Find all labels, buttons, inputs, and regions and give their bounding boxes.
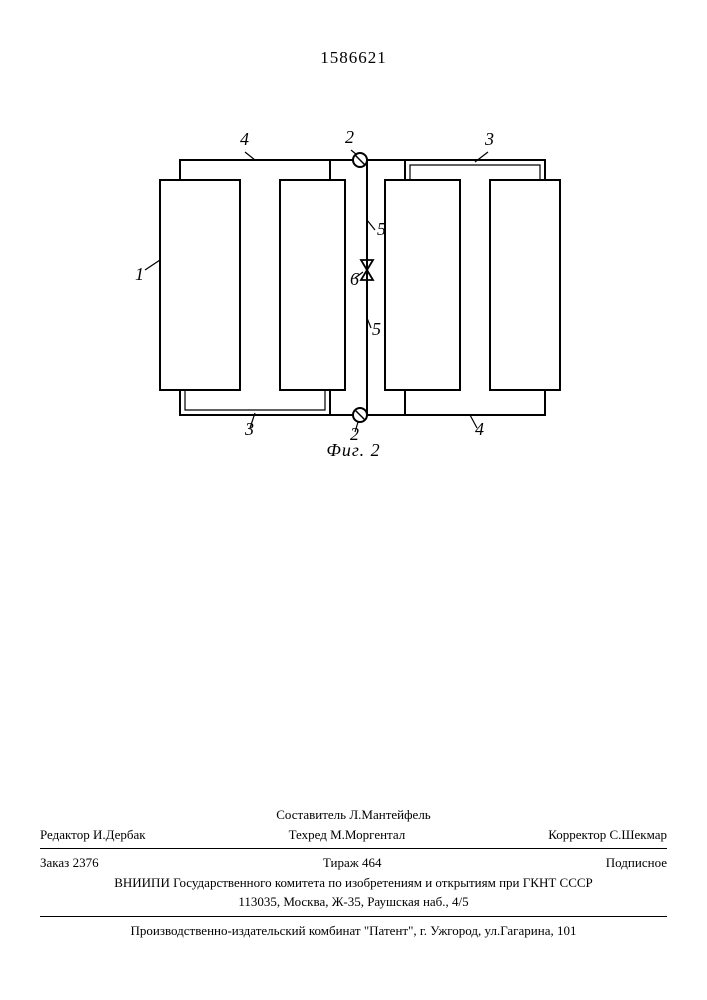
svg-text:6: 6 bbox=[350, 269, 359, 289]
svg-text:1: 1 bbox=[135, 264, 144, 284]
org-line-1: ВНИИПИ Государственного комитета по изоб… bbox=[40, 873, 667, 893]
svg-text:2: 2 bbox=[345, 127, 354, 147]
svg-text:3: 3 bbox=[484, 129, 494, 149]
rule bbox=[40, 916, 667, 917]
svg-text:5: 5 bbox=[377, 219, 386, 239]
schematic-diagram: 1 4 2 3 5 6 5 3 2 4 bbox=[105, 120, 575, 460]
svg-text:3: 3 bbox=[244, 419, 254, 439]
svg-text:4: 4 bbox=[240, 129, 249, 149]
rule bbox=[40, 848, 667, 849]
compiler: Составитель Л.Мантейфель bbox=[276, 805, 430, 825]
org-line-2: 113035, Москва, Ж-35, Раушская наб., 4/5 bbox=[40, 892, 667, 912]
subscription: Подписное bbox=[606, 853, 667, 873]
page: 1586621 bbox=[0, 0, 707, 1000]
figure-caption: Фиг. 2 bbox=[0, 440, 707, 461]
figure-area: 1 4 2 3 5 6 5 3 2 4 bbox=[105, 120, 575, 460]
order: Заказ 2376 bbox=[40, 853, 99, 873]
svg-text:5: 5 bbox=[372, 319, 381, 339]
tirage: Тираж 464 bbox=[323, 853, 382, 873]
techred: Техред М.Моргентал bbox=[289, 825, 406, 845]
svg-text:4: 4 bbox=[475, 419, 484, 439]
footer: Составитель Л.Мантейфель Редактор И.Дерб… bbox=[40, 805, 667, 940]
production-line: Производственно-издательский комбинат "П… bbox=[40, 921, 667, 941]
editor: Редактор И.Дербак bbox=[40, 825, 146, 845]
corrector: Корректор С.Шекмар bbox=[548, 825, 667, 845]
patent-number: 1586621 bbox=[0, 48, 707, 68]
